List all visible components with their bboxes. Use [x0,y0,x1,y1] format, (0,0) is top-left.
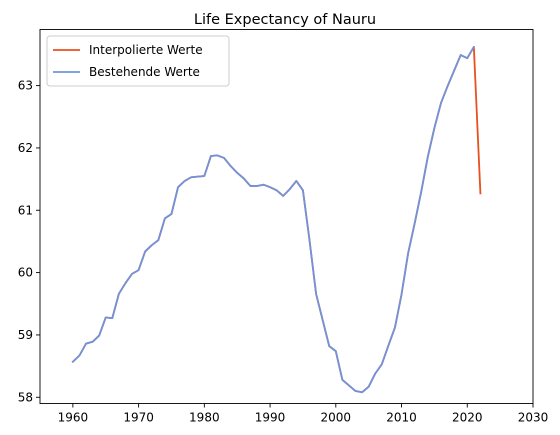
legend-label-interpolated: Interpolierte Werte [89,43,203,57]
x-tick-label: 2010 [386,411,417,425]
x-tick-label: 2000 [321,411,352,425]
x-tick-label: 1990 [255,411,286,425]
y-tick-label: 59 [18,328,33,342]
x-tick-label: 1980 [189,411,220,425]
y-tick-label: 63 [18,79,33,93]
series-line-1 [71,45,476,394]
y-tick-label: 62 [18,141,33,155]
legend: Interpolierte Werte Bestehende Werte [46,35,230,87]
series-layer [71,45,482,394]
y-tick-label: 58 [18,390,33,404]
legend-box [46,35,230,87]
x-tick-label: 2030 [518,411,549,425]
plot-frame [39,29,534,404]
series-line-0 [71,46,482,394]
chart-title: Life Expectancy of Nauru [194,12,376,28]
x-tick-label: 1960 [58,411,89,425]
y-tick-label: 61 [18,203,33,217]
legend-label-existing: Bestehende Werte [89,65,200,79]
x-axis: 1960 1970 1980 1990 2000 2010 2020 2030 [58,403,549,425]
x-tick-label: 1970 [123,411,154,425]
x-tick-label: 2020 [452,411,483,425]
y-axis: 58 59 60 61 62 63 [18,79,40,404]
y-tick-label: 60 [18,266,33,280]
